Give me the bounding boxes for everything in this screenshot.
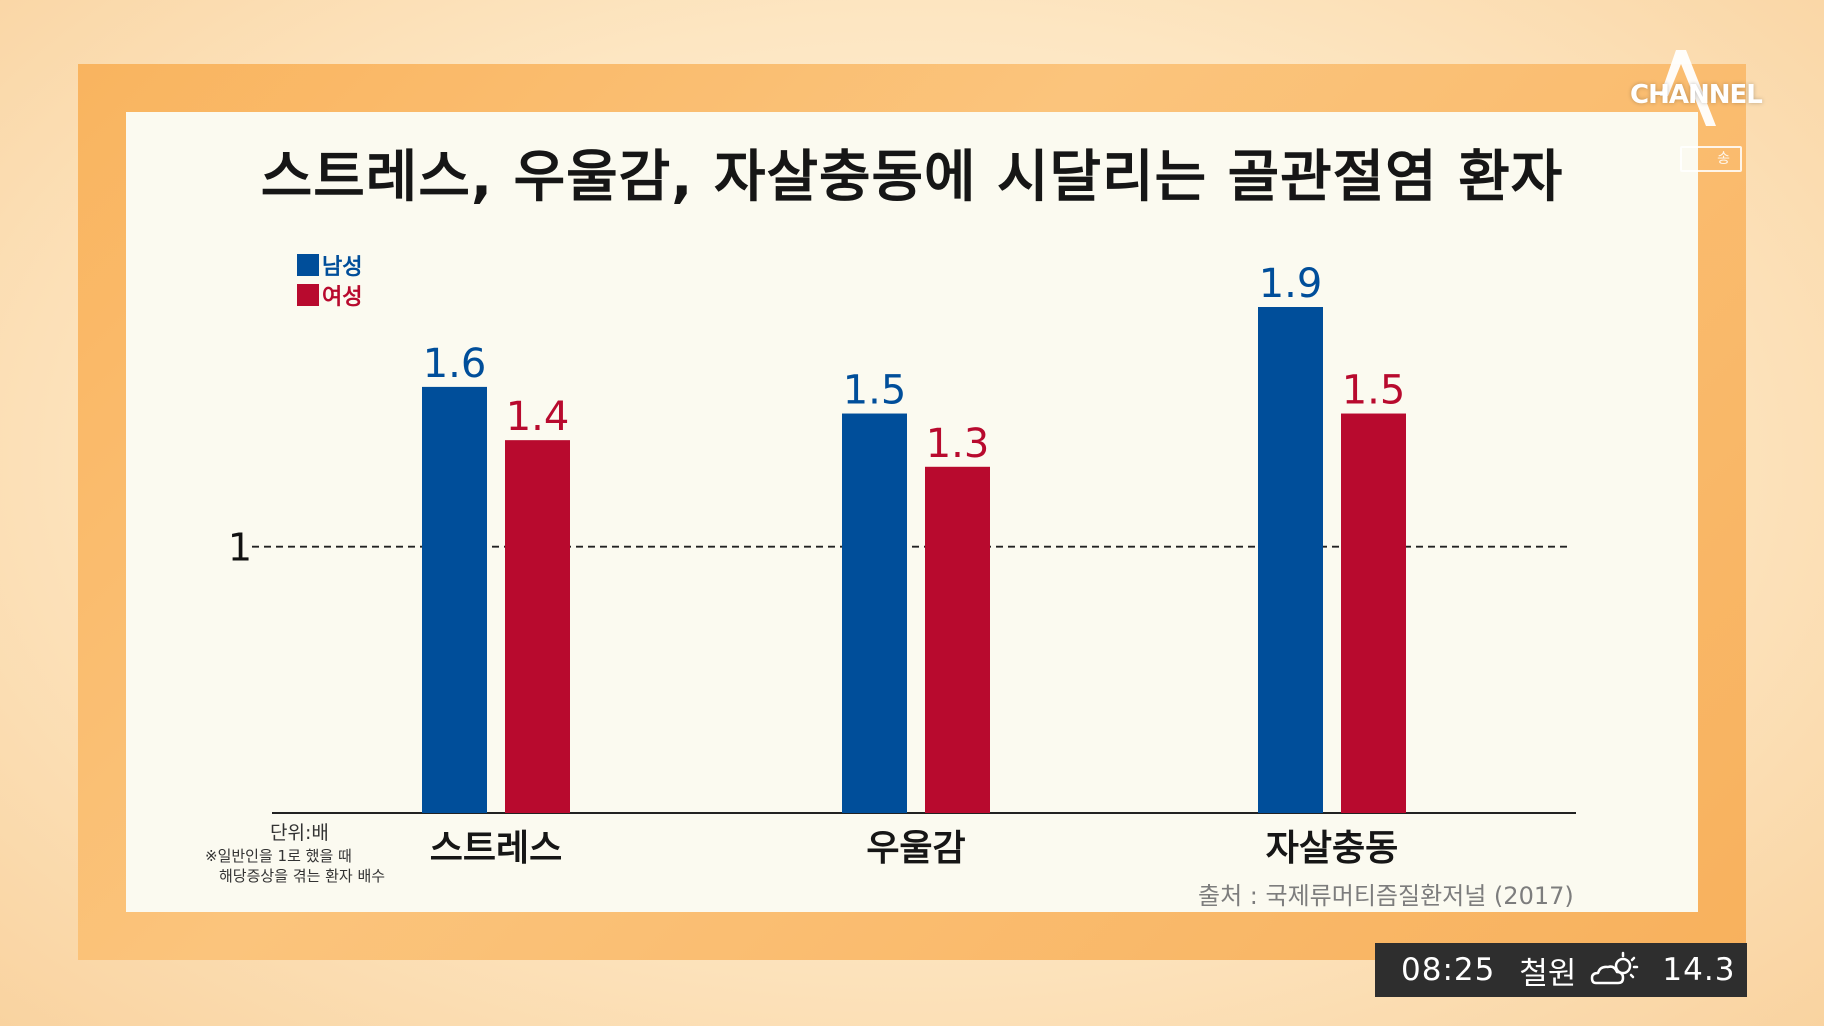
channel-a-logo-icon xyxy=(1660,50,1716,126)
legend-swatch-female xyxy=(297,284,319,306)
ticker-time: 08:25 xyxy=(1401,952,1496,988)
unit-note: ※일반인을 1로 했을 때 해당증상을 겪는 환자 배수 xyxy=(205,846,385,886)
bar-male-2 xyxy=(842,413,907,813)
data-label-female-1: 1.4 xyxy=(506,394,570,440)
bar-female-3 xyxy=(1341,413,1406,813)
unit-note-line-2: 해당증상을 겪는 환자 배수 xyxy=(219,867,386,885)
data-label-male-2: 1.5 xyxy=(843,368,907,414)
data-label-female-3: 1.5 xyxy=(1342,368,1406,414)
live-badge: 송 xyxy=(1680,146,1742,172)
chart-legend: 남성 여성 xyxy=(297,250,362,310)
bar-female-2 xyxy=(925,466,990,813)
chart-title: 스트레스, 우울감, 자살충동에 시달리는 골관절염 환자 xyxy=(260,145,1564,210)
bar-male-3 xyxy=(1258,307,1323,813)
category-label-1: 스트레스 xyxy=(430,828,562,869)
source-text: 출처 : 국제류머티즘질환저널 (2017) xyxy=(1198,882,1574,910)
legend-swatch-male xyxy=(297,254,319,276)
category-label-3: 자살충동 xyxy=(1266,828,1398,869)
bar-male-1 xyxy=(422,386,487,813)
ticker-location: 철원 xyxy=(1519,955,1577,992)
channel-logo-text: CHANNEL xyxy=(1630,80,1763,110)
data-label-female-2: 1.3 xyxy=(926,421,990,467)
legend-item-male: 남성 xyxy=(297,250,362,280)
legend-label-female: 여성 xyxy=(322,285,363,310)
category-label-2: 우울감 xyxy=(866,828,965,869)
unit-note-line-1: ※일반인을 1로 했을 때 xyxy=(205,847,352,865)
bar-female-1 xyxy=(505,440,570,813)
legend-label-male: 남성 xyxy=(322,255,363,280)
legend-item-female: 여성 xyxy=(297,280,362,310)
partly-cloudy-icon xyxy=(1591,951,1639,985)
data-label-male-1: 1.6 xyxy=(423,341,487,387)
reference-line-label: 1 xyxy=(228,526,252,570)
chart-card xyxy=(126,112,1698,912)
unit-label: 단위:배 xyxy=(270,822,329,844)
time-weather-ticker: 08:25 철원 14.3 xyxy=(1375,943,1747,997)
data-label-male-3: 1.9 xyxy=(1259,261,1323,307)
ticker-temperature: 14.3 xyxy=(1662,952,1736,988)
